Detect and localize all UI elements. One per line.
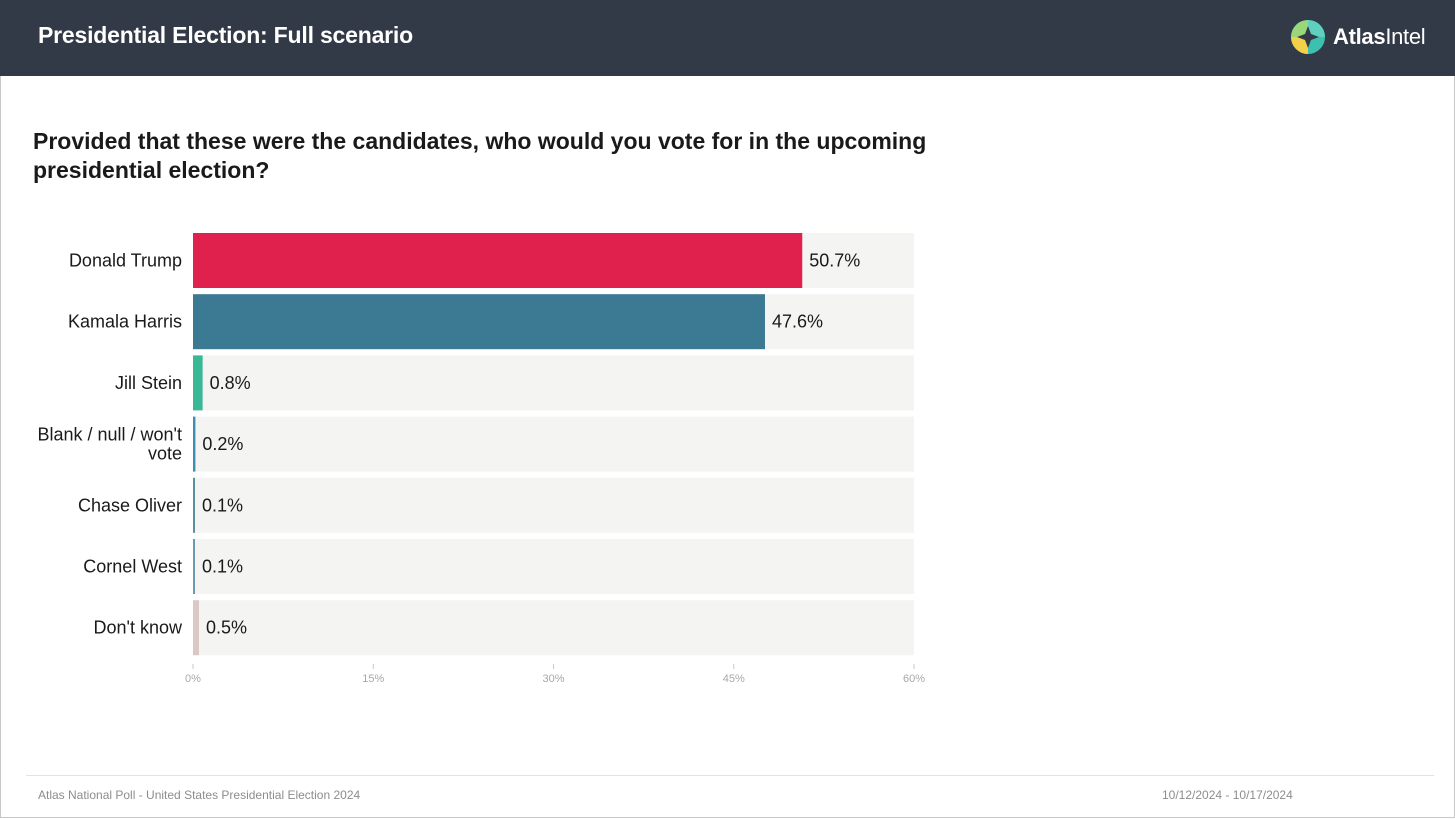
x-tick-label: 15% xyxy=(362,673,384,685)
footer-dates: 10/12/2024 - 10/17/2024 xyxy=(1162,788,1293,802)
bar-track xyxy=(193,477,914,533)
bar-track xyxy=(193,539,914,594)
bar-value-label: 0.2% xyxy=(202,434,243,454)
bar-value-label: 0.1% xyxy=(202,495,243,515)
bar-value-label: 0.5% xyxy=(206,618,247,638)
category-label: Donald Trump xyxy=(69,251,182,271)
bar xyxy=(193,233,803,288)
bar xyxy=(193,539,195,594)
bar-track xyxy=(193,355,914,411)
category-label: Cornel West xyxy=(83,557,182,577)
x-tick-label: 60% xyxy=(903,673,925,685)
bar xyxy=(193,355,203,411)
x-tick-label: 30% xyxy=(542,673,564,685)
bar-value-label: 0.8% xyxy=(210,373,251,393)
category-label: Kamala Harris xyxy=(68,312,182,332)
bar xyxy=(193,416,196,472)
category-label: Jill Stein xyxy=(115,373,182,393)
bar-value-label: 50.7% xyxy=(809,251,860,271)
logo-text-regular: Intel xyxy=(1385,24,1426,49)
x-tick-label: 0% xyxy=(185,673,201,685)
bar-value-label: 0.1% xyxy=(202,557,243,577)
bar xyxy=(193,600,200,656)
atlas-compass-logo-icon xyxy=(1291,20,1325,54)
page-title: Presidential Election: Full scenario xyxy=(38,22,413,48)
category-label: Blank / null / won't vote xyxy=(37,425,182,464)
category-label: Don't know xyxy=(94,618,183,638)
header-bar: Presidential Election: Full scenario Atl… xyxy=(0,0,1455,76)
bar-value-label: 47.6% xyxy=(772,312,823,332)
bar-track xyxy=(193,600,914,656)
footer-source: Atlas National Poll - United States Pres… xyxy=(38,788,361,802)
x-tick-label: 45% xyxy=(723,673,745,685)
atlasintel-logo: AtlasIntel xyxy=(1290,19,1426,55)
category-label: Chase Oliver xyxy=(78,495,182,515)
logo-text-bold: Atlas xyxy=(1333,24,1386,49)
chart-question: Provided that these were the candidates,… xyxy=(33,128,927,183)
bar-track xyxy=(193,416,914,472)
bar xyxy=(193,294,765,350)
bar xyxy=(193,477,195,533)
logo-text: AtlasIntel xyxy=(1333,24,1426,50)
footer-divider xyxy=(26,775,1434,776)
